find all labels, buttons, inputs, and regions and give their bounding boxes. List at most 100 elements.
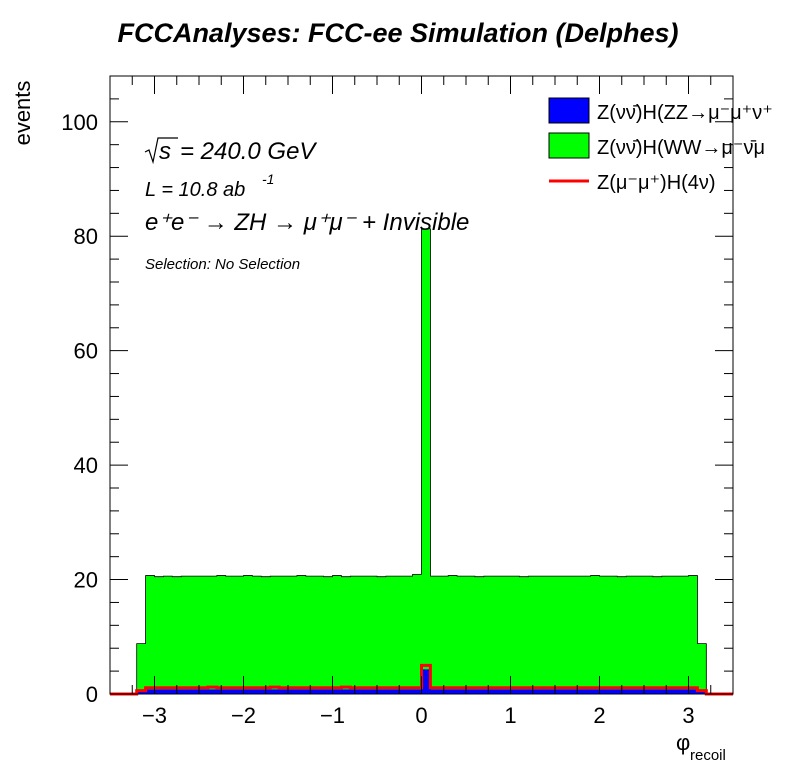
bar-zz [555,689,565,694]
bar-ww [394,576,405,694]
bar-ww [350,576,360,694]
y-tick-label: 20 [74,568,98,593]
bar-zz [163,689,173,694]
bar-ww [466,576,476,694]
bar-zz [181,689,191,694]
bar-ww [323,576,333,694]
sqrt-s-var: s [159,138,171,165]
legend-label-ww: Z(νν̄)H(WW→μ⁻ν̄μ [597,137,765,159]
bar-zz [225,689,235,694]
bar-zz [626,689,636,694]
bar-ww [172,576,182,694]
bar-ww [225,576,235,694]
bar-zz [154,689,164,694]
bar-zz [635,689,645,694]
y-tick-label: 40 [74,453,98,478]
series-line-z-mumu-h-4nu [110,663,733,696]
sqrt-s-annotation: s = 240.0 GeV [144,137,317,165]
bar-zz [385,689,396,694]
bar-ww [279,576,289,694]
bar-zz [448,689,458,694]
bar-ww [519,576,529,694]
bar-ww [617,576,627,694]
bar-ww [216,575,227,694]
bar-zz [563,689,574,694]
bar-ww [368,576,378,694]
x-tick-label: 0 [415,703,427,728]
y-tick-label: 0 [86,682,98,707]
bar-ww [599,576,609,694]
bar-ww [136,643,146,694]
legend: Z(νν̄)H(ZZ→μ⁻μ⁺ν⁺ Z(νν̄)H(WW→μ⁻ν̄μ Z(μ⁻μ… [548,97,773,194]
bar-ww [590,575,600,694]
bar-ww [572,576,583,694]
bar-ww [670,576,680,694]
bar-ww [252,576,262,694]
bar-ww [483,576,494,694]
bar-ww [377,576,387,694]
y-tick-label: 60 [74,339,98,364]
x-tick-label: 3 [682,703,694,728]
bar-zz [457,689,467,694]
bar-zz [368,689,378,694]
bar-zz [492,689,502,694]
bar-ww [510,576,520,694]
bar-ww [688,575,698,694]
bar-ww [563,576,574,694]
bar-ww [635,576,645,694]
bar-zz [403,689,413,694]
bar-zz [430,689,440,694]
bar-ww [501,576,511,694]
x-tick-label: −2 [231,703,256,728]
bar-zz [581,689,591,694]
bar-ww [181,576,191,694]
bar-ww [474,576,485,694]
bar-ww [608,576,618,694]
sqrt-s-value: = 240.0 GeV [180,138,317,165]
x-tick-label: 2 [593,703,605,728]
bar-zz [501,689,511,694]
bar-ww [492,576,502,694]
bar-zz [234,689,244,694]
bar-zz [697,691,707,694]
bar-zz [608,689,618,694]
bar-zz [296,689,307,694]
legend-swatch-ww [548,132,590,159]
bar-ww [537,576,547,694]
sqrt-symbol [144,137,178,165]
bar-zz [688,689,698,694]
bar-zz [466,689,476,694]
x-tick-label: −1 [320,703,345,728]
bar-ww [261,576,271,694]
bar-ww [385,576,396,694]
bar-ww [314,576,324,694]
bar-ww [555,576,565,694]
bar-zz [207,689,218,694]
bar-zz [270,689,280,694]
bar-zz [314,689,324,694]
bar-zz [199,689,209,694]
bar-zz [510,689,520,694]
bar-zz [537,689,547,694]
bar-ww [243,575,253,694]
selection-label: Selection: No Selection [145,256,300,273]
bar-ww [679,576,689,694]
bar-zz [412,689,422,694]
bar-ww [644,576,654,694]
bar-ww [546,576,556,694]
bar-zz [377,689,387,694]
bar-zz [323,689,333,694]
bar-zz [252,689,262,694]
luminosity-label: L = 10.8 ab [145,179,245,201]
bar-ww [421,228,431,695]
stack-outline [110,228,733,695]
bar-ww [626,576,636,694]
bar-ww [430,576,440,694]
bar-ww [341,576,351,694]
bar-ww [697,643,707,694]
bar-ww [439,576,449,694]
bar-zz [519,689,529,694]
bar-zz [546,689,556,694]
bar-ww [288,576,298,694]
bar-ww [163,576,173,694]
